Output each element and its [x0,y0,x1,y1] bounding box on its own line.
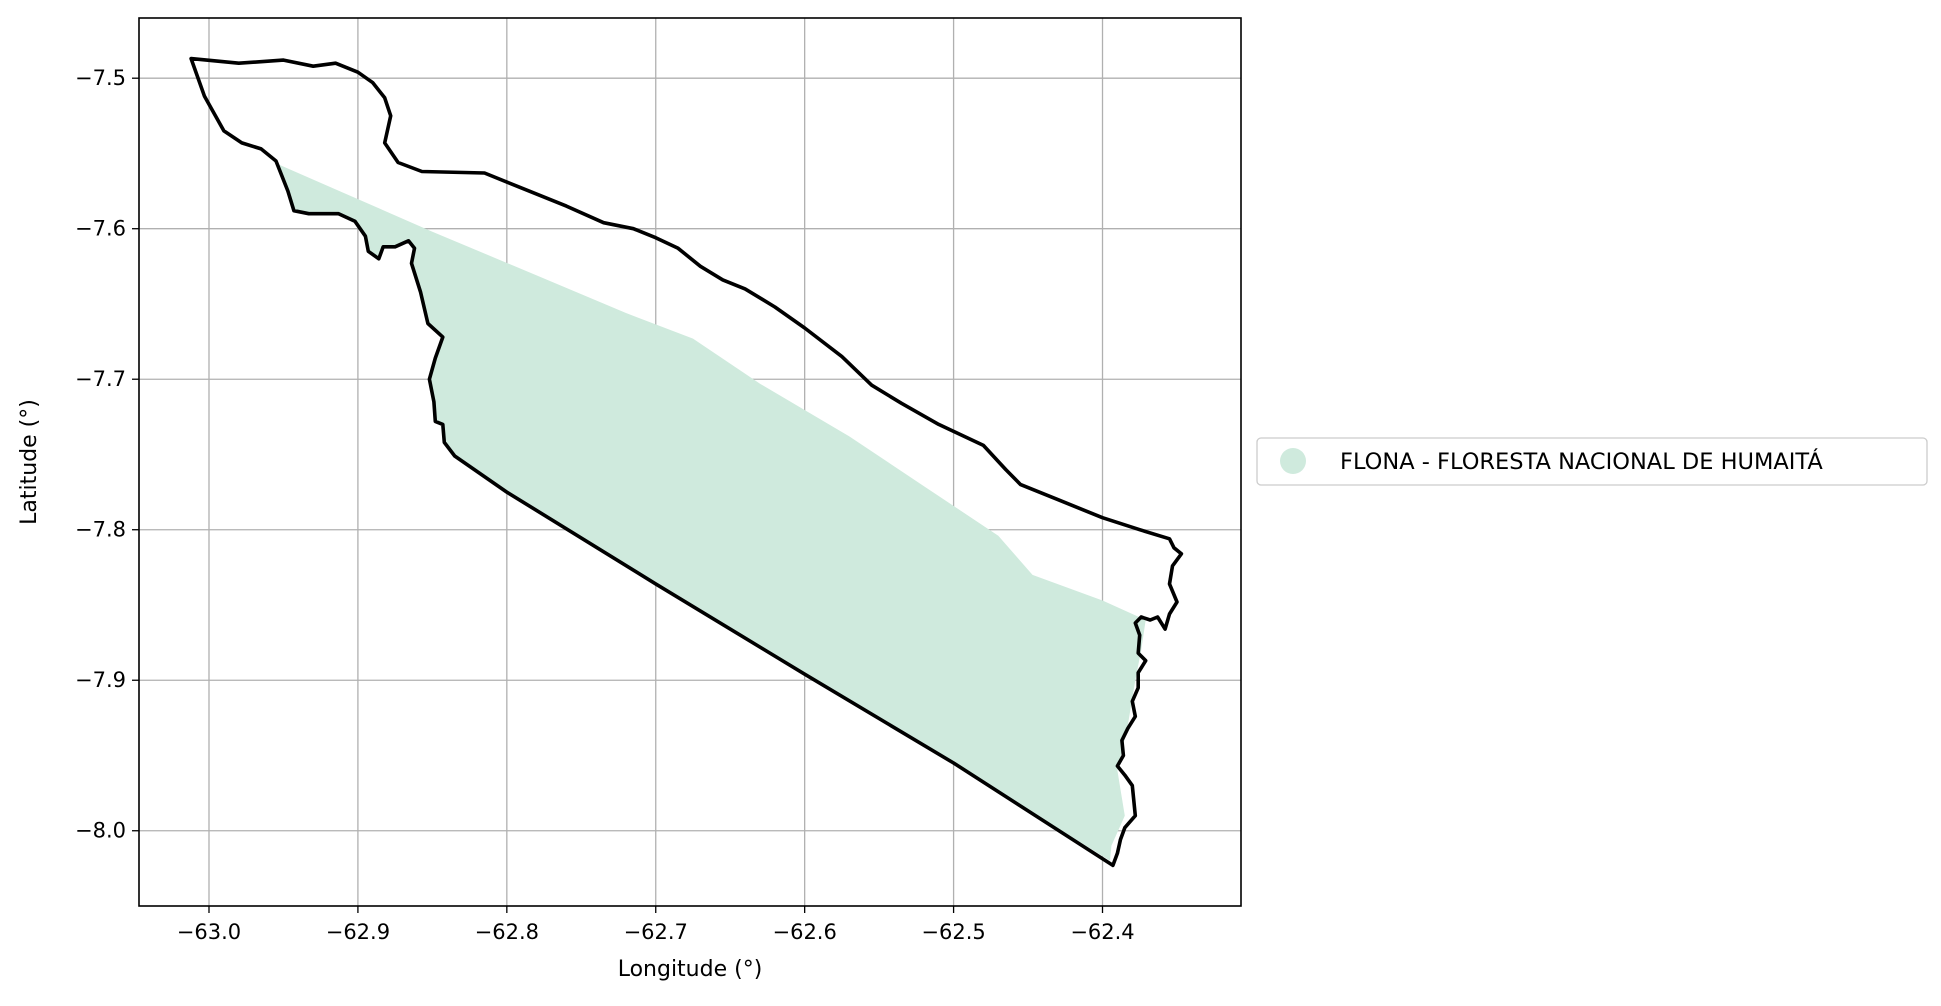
legend: FLONA - FLORESTA NACIONAL DE HUMAITÁ [1256,437,1928,486]
x-tick-label: −62.4 [1070,920,1134,944]
x-tick-label: −62.9 [326,920,390,944]
y-tick-label: −7.5 [75,66,126,90]
legend-marker [1280,448,1306,474]
axis-ticks: −63.0 −62.9 −62.8 −62.7 −62.6 −62.5 −62.4 −7.5 −… [75,66,1135,944]
y-tick-label: −7.7 [75,367,126,391]
x-axis-label: Longitude (°) [618,957,763,982]
y-axis-label: Latitude (°) [17,399,42,525]
y-tick-label: −7.9 [75,668,126,692]
x-tick-label: −62.6 [772,920,836,944]
y-tick-label: −7.6 [75,217,126,241]
x-tick-label: −63.0 [177,920,241,944]
x-tick-label: −62.8 [475,920,539,944]
plot-frame [138,17,1242,907]
legend-box [1256,437,1928,486]
legend-entry-label: FLONA - FLORESTA NACIONAL DE HUMAITÁ [1340,447,1823,475]
protected-area-fill [277,164,1146,861]
protected-area-boundary [189,56,1184,868]
y-tick-label: −8.0 [75,819,126,843]
x-tick-label: −62.5 [921,920,985,944]
x-tick-label: −62.7 [624,920,688,944]
y-tick-label: −7.8 [75,518,126,542]
